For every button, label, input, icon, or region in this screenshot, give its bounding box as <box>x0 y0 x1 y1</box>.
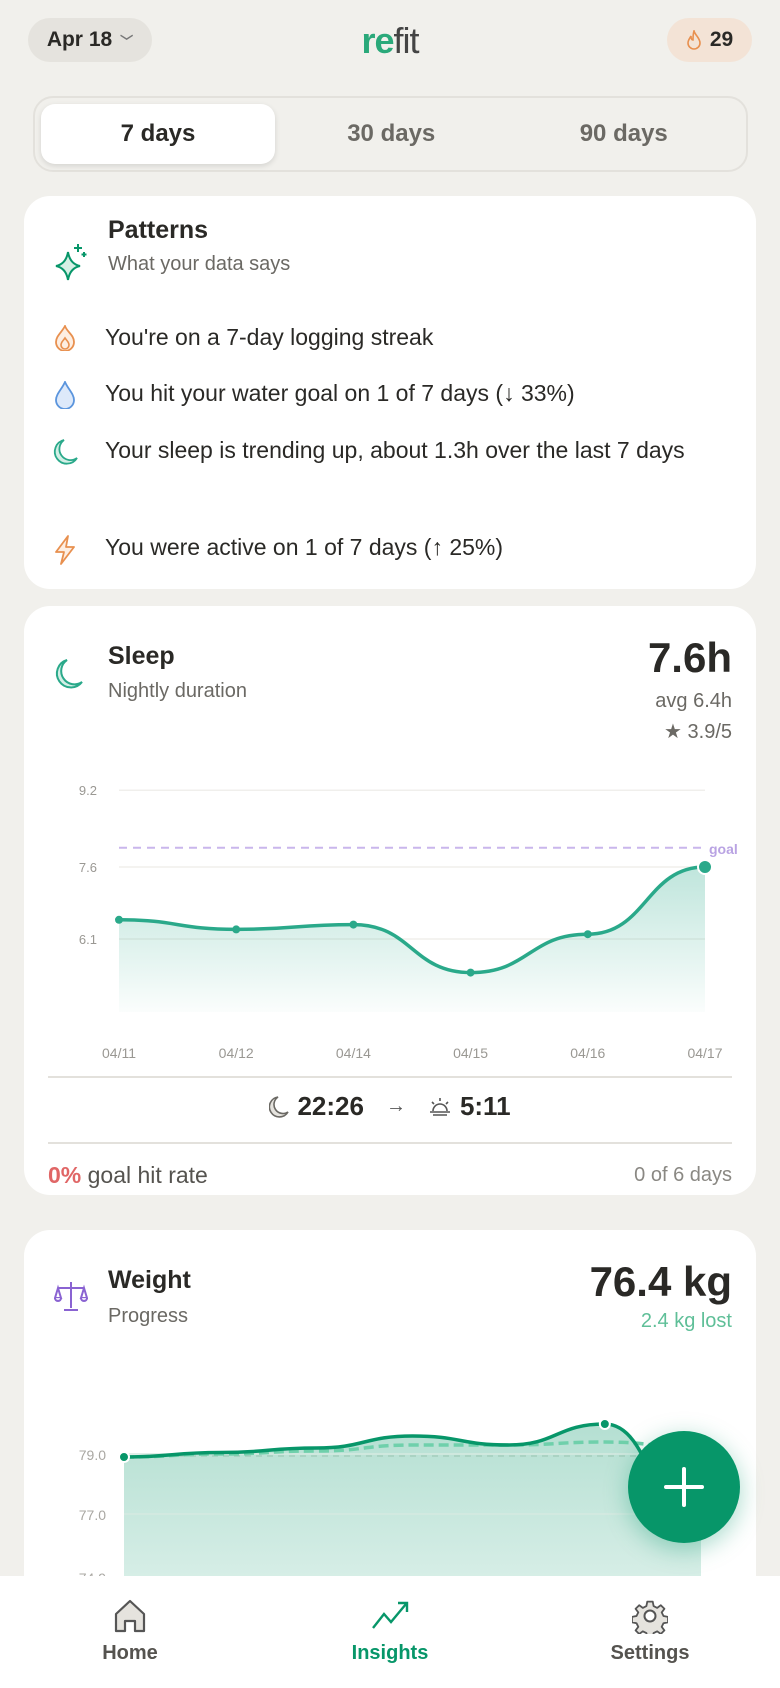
divider <box>48 1076 732 1078</box>
pattern-item: You're on a 7-day logging streak <box>24 318 724 356</box>
arrow-right-icon: → <box>385 1095 406 1117</box>
data-point <box>118 1451 130 1463</box>
data-point <box>466 968 475 977</box>
y-tick-label: 7.6 <box>79 860 97 875</box>
sunrise-icon <box>429 1097 450 1116</box>
y-tick-label: 77.0 <box>79 1507 106 1523</box>
goal-days: 0 of 6 days <box>634 1164 732 1186</box>
sleep-chart: 9.2 7.6 6.1 goal 04/11 04/12 04/14 04/15 04/16 04… <box>79 783 738 1061</box>
x-tick-label: 04/17 <box>687 1045 722 1061</box>
star-icon: ★ <box>664 721 682 743</box>
bed-wake-times: 22:26 → 5:11 <box>24 1091 756 1122</box>
patterns-title: Patterns <box>108 216 209 244</box>
pattern-item: Your sleep is trending up, about 1.3h ov… <box>24 431 724 469</box>
sleep-rating: ★ 3.9/5 <box>664 721 732 743</box>
data-point <box>232 925 241 934</box>
x-tick-label: 04/12 <box>219 1045 254 1061</box>
moon-icon <box>269 1095 290 1118</box>
x-tick-label: 04/15 <box>453 1045 488 1061</box>
data-point <box>697 859 713 875</box>
goal-label: goal <box>709 841 738 857</box>
weight-line <box>123 1422 702 1534</box>
app-logo: refit <box>361 20 419 61</box>
data-point <box>349 920 358 929</box>
moon-icon <box>53 439 78 465</box>
weight-subtitle: Progress <box>108 1305 189 1327</box>
bedtime: 22:26 <box>297 1091 364 1121</box>
pattern-item: You hit your water goal on 1 of 7 days (… <box>24 374 724 412</box>
patterns-card: Patterns What your data says You're on a… <box>24 196 756 589</box>
sleep-average: avg 6.4h <box>655 690 732 712</box>
weight-value: 76.4 kg <box>589 1258 732 1305</box>
date-label: Apr 18 <box>46 28 113 51</box>
sleep-card: Sleep Nightly duration 7.6h avg 6.4h ★ 3… <box>24 606 756 1195</box>
sleep-line <box>118 865 706 975</box>
data-point <box>583 930 592 939</box>
tab-30-days[interactable]: 30 days <box>347 120 436 147</box>
x-tick-label: 04/11 <box>102 1045 136 1061</box>
nav-home[interactable]: Home <box>50 1598 210 1665</box>
weight-title: Weight <box>108 1266 191 1294</box>
sleep-title: Sleep <box>108 642 175 670</box>
nav-insights[interactable]: Insights <box>310 1598 470 1665</box>
plus-icon <box>664 1467 704 1507</box>
goal-hit-rate: 0% goal hit rate <box>48 1162 208 1188</box>
weight-change: 2.4 kg lost <box>640 1310 732 1332</box>
y-tick-label: 6.1 <box>79 932 97 947</box>
data-point <box>598 1418 611 1430</box>
add-entry-button[interactable] <box>628 1431 740 1543</box>
home-icon <box>114 1599 146 1633</box>
gear-icon <box>632 1600 668 1634</box>
tab-90-days[interactable]: 90 days <box>579 120 668 147</box>
flame-icon <box>54 325 75 351</box>
nav-settings[interactable]: Settings <box>570 1598 730 1665</box>
y-tick-label: 79.0 <box>79 1447 106 1463</box>
y-tick-label: 9.2 <box>79 783 97 798</box>
sleep-subtitle: Nightly duration <box>108 680 247 702</box>
x-tick-label: 04/16 <box>570 1045 605 1061</box>
x-tick-label: 04/14 <box>336 1045 371 1061</box>
lightning-icon <box>54 535 75 565</box>
date-picker[interactable]: Apr 18 ﹀ <box>28 18 152 62</box>
sleep-value: 7.6h <box>647 634 732 681</box>
sleep-area <box>119 867 705 1012</box>
water-drop-icon <box>54 381 75 409</box>
moon-icon <box>55 659 83 689</box>
divider <box>48 1142 732 1144</box>
range-selector: 7 days 30 days 90 days <box>33 96 748 172</box>
streak-count: 29 <box>709 28 734 51</box>
data-point <box>115 915 123 924</box>
pattern-item: You were active on 1 of 7 days (↑ 25%) <box>24 528 724 566</box>
wake-time: 5:11 <box>459 1091 511 1121</box>
flame-icon <box>687 30 701 50</box>
sparkles-icon <box>55 244 87 281</box>
streak-badge[interactable]: 29 <box>667 18 752 62</box>
patterns-subtitle: What your data says <box>108 253 291 275</box>
bottom-nav: Home Insights Settings <box>0 1576 780 1688</box>
tab-7-days[interactable]: 7 days <box>41 104 275 164</box>
scale-icon <box>54 1282 88 1311</box>
trending-up-icon <box>372 1601 409 1629</box>
chevron-down-icon: ﹀ <box>120 33 134 49</box>
